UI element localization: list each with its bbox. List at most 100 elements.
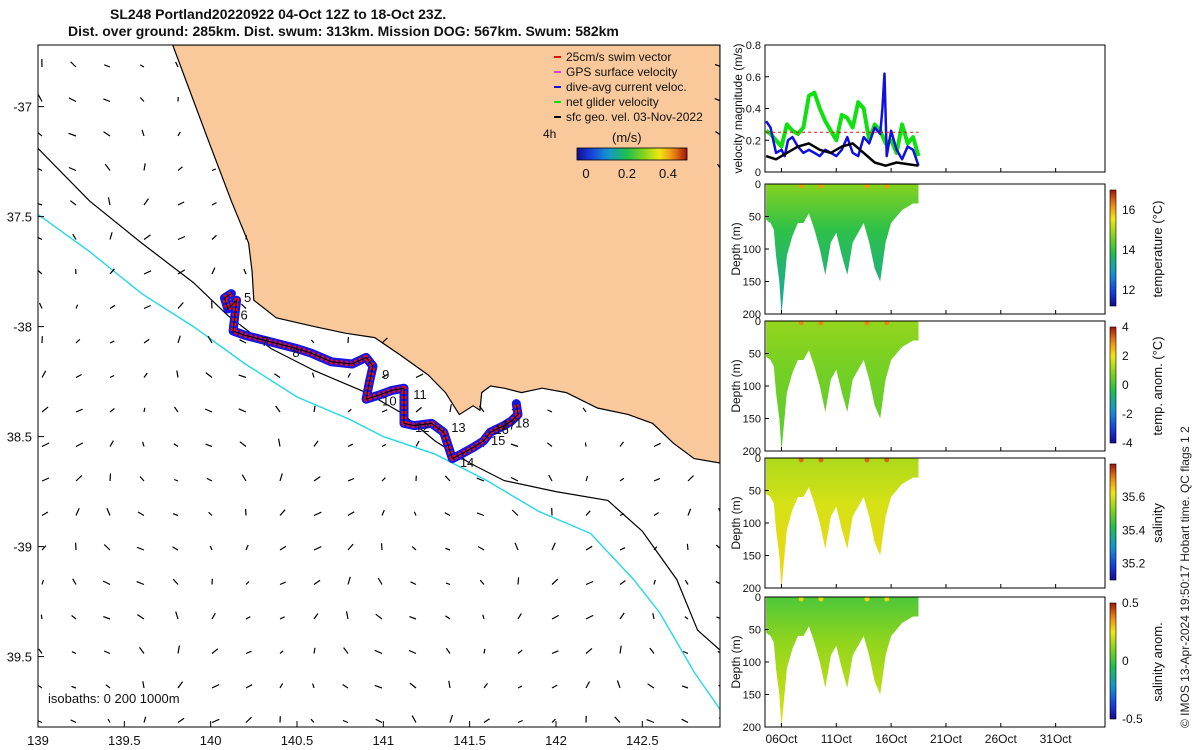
salinity-colorbar-label: salinity [1150, 503, 1165, 543]
geo-vector [38, 270, 43, 275]
geo-vector [245, 650, 252, 655]
geo-vector [41, 579, 45, 585]
geo-vector [585, 475, 589, 482]
velocity-series-line [764, 90, 921, 157]
geo-vector [103, 131, 111, 137]
temperature-y-tick-label: 150 [743, 277, 761, 289]
geo-vector [517, 613, 522, 620]
geo-vector [715, 544, 720, 550]
geo-vector [245, 616, 251, 620]
geo-vector [245, 544, 249, 551]
geo-vector [722, 270, 726, 274]
geo-vector [310, 339, 315, 344]
geo-vector [109, 440, 114, 447]
geo-vector [245, 684, 253, 689]
interval-label: 4h [543, 127, 556, 141]
geo-vector [143, 716, 147, 723]
geo-vector [476, 512, 485, 517]
geo-vector [245, 581, 250, 585]
temperature-y-tick-label: 200 [743, 309, 761, 321]
temperature-colorbar-label: temperature (°C) [1150, 201, 1165, 298]
geo-vector [551, 614, 559, 620]
geo-vector [177, 201, 185, 206]
geo-vector [551, 542, 556, 551]
temperature-colorbar-tick: 16 [1122, 203, 1136, 217]
geo-vector [140, 64, 145, 68]
day-label: 17 [501, 418, 515, 433]
geo-vector [722, 306, 726, 308]
temp_anom-colorbar-tick: -4 [1122, 436, 1133, 450]
temperature-y-tick-label: 0 [755, 179, 761, 191]
temperature-y-tick-label: 50 [749, 212, 761, 224]
temperature-y-label: Depth (m) [729, 222, 743, 275]
sal_anom-colorbar-label: salinity anom. [1150, 622, 1165, 701]
geo-vector [176, 370, 179, 378]
geo-vector [241, 474, 247, 482]
temperature-colorbar [1109, 189, 1117, 307]
geo-vector [104, 163, 111, 171]
geo-vector [109, 304, 116, 310]
geo-vector [684, 616, 689, 620]
date-tick-label: 21Oct [930, 732, 963, 746]
geo-vector [347, 408, 352, 413]
temp_anom-surface-spot [884, 320, 890, 326]
temp_anom-y-tick-label: 50 [749, 349, 761, 361]
geo-vector [209, 545, 213, 551]
day-label: 11 [413, 387, 427, 402]
temp_anom-colorbar-tick: 0 [1122, 378, 1129, 392]
geo-vector [41, 442, 50, 448]
geo-vector [313, 476, 321, 482]
geo-vector [551, 684, 558, 689]
geo-vector [245, 716, 252, 723]
salinity-y-tick-label: 150 [743, 551, 761, 563]
geo-vector [142, 681, 145, 689]
velocity-y-tick-label: 0.4 [746, 104, 761, 116]
geo-vector [687, 475, 694, 482]
sal_anom-colorbar-tick: -0.5 [1122, 712, 1143, 726]
salinity-colorbar [1109, 463, 1117, 581]
geo-vector [137, 511, 145, 517]
geo-vector [718, 684, 720, 688]
geo-vector [714, 63, 720, 67]
geo-vector [517, 649, 523, 654]
geo-vector [75, 508, 80, 516]
salinity-surface-spot [864, 457, 870, 463]
geo-vector [205, 372, 213, 378]
geo-vector [483, 648, 486, 654]
geo-vector [715, 131, 720, 136]
geo-vector [476, 477, 485, 482]
temp_anom-colorbar-tick: -2 [1122, 407, 1133, 421]
geo-vector [619, 580, 626, 585]
geo-vector [143, 372, 148, 378]
salinity-colorbar-tick: 35.6 [1122, 490, 1146, 504]
geo-vector [177, 681, 184, 689]
velocity-y-tick-label: 0.6 [746, 72, 761, 84]
map-x-tick-label: 142.5 [626, 733, 659, 748]
geo-vector [511, 509, 519, 516]
geo-vector [238, 374, 247, 379]
geo-vector [41, 545, 47, 551]
geo-vector [479, 579, 485, 585]
map-y-tick-label: 39.5 [7, 650, 32, 665]
geo-vector [721, 198, 722, 205]
geo-vector [718, 508, 720, 513]
sal_anom-section-fill [766, 597, 919, 727]
salinity-y-tick-label: 200 [743, 583, 761, 595]
geo-vector [41, 406, 49, 413]
title-line-1: SL248 Portland20220922 04-Oct 12Z to 18-… [110, 6, 447, 22]
geo-vector [653, 442, 661, 448]
geo-vector [585, 647, 593, 654]
geo-vector [411, 546, 417, 551]
speed-colorbar-tick: 0.4 [659, 166, 677, 181]
salinity-surface-spot [818, 457, 824, 463]
geo-vector [72, 233, 77, 240]
geo-vector [136, 581, 145, 586]
geo-vector [177, 302, 184, 309]
geo-vector [347, 443, 354, 448]
sal_anom-surface-spot [884, 596, 890, 602]
salinity-colorbar-tick: 35.4 [1122, 523, 1146, 537]
day-label: 9 [382, 367, 389, 382]
